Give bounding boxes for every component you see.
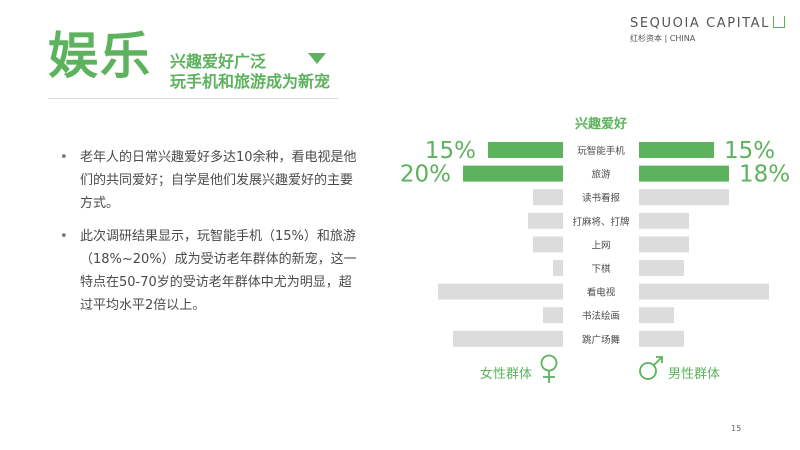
bar-male-4 xyxy=(639,236,689,253)
bar-male-6 xyxy=(639,283,769,300)
subtitle-line-1: 兴趣爱好广泛 xyxy=(170,52,267,71)
page-title: 娱乐 xyxy=(48,27,152,85)
bar-male-8 xyxy=(639,330,684,347)
category-label-8: 跳广场舞 xyxy=(582,334,621,346)
data-label-male-0: 15% xyxy=(724,138,775,164)
category-label-6: 看电视 xyxy=(587,287,616,299)
subtitle-line-2: 玩手机和旅游成为新宠 xyxy=(170,72,331,91)
bar-female-5 xyxy=(553,260,563,276)
page-subtitle: 兴趣爱好广泛 玩手机和旅游成为新宠 xyxy=(170,52,330,92)
bullet-item-1: 老年人的日常兴趣爱好多达10余种，看电视是他们的共同爱好；自学是他们发展兴趣爱好… xyxy=(60,146,360,215)
category-label-2: 读书看报 xyxy=(582,192,621,204)
brand-subtitle: 红杉资本 | CHINA xyxy=(630,34,696,43)
page-number: 15 xyxy=(731,424,742,433)
brand-logo: SEQUOIA CAPITAL 红杉资本 | CHINA xyxy=(630,16,786,44)
bar-female-7 xyxy=(543,307,563,324)
data-label-female-1: 20% xyxy=(400,162,451,188)
legend-female-label: 女性群体 xyxy=(480,366,532,382)
bullet-item-2: 此次调研结果显示，玩智能手机（15%）和旅游（18%~20%）成为受访老年群体的… xyxy=(60,225,360,317)
bar-female-3 xyxy=(528,212,563,229)
bar-male-2 xyxy=(639,189,729,206)
brand-name: SEQUOIA CAPITAL xyxy=(630,16,786,31)
bar-female-6 xyxy=(438,283,563,300)
bar-female-2 xyxy=(533,189,563,206)
title-divider xyxy=(48,98,338,99)
bar-male-3 xyxy=(639,212,689,229)
legend-male-label: 男性群体 xyxy=(668,367,720,382)
bar-male-7 xyxy=(639,307,674,324)
bullet-list: 老年人的日常兴趣爱好多达10余种，看电视是他们的共同爱好；自学是他们发展兴趣爱好… xyxy=(60,146,360,327)
bar-female-8 xyxy=(453,330,563,347)
bar-female-0 xyxy=(488,142,563,158)
data-label-female-0: 15% xyxy=(425,138,476,164)
category-label-7: 书法绘画 xyxy=(582,310,620,322)
category-label-1: 旅游 xyxy=(591,169,611,181)
bar-male-5 xyxy=(639,260,684,276)
data-label-male-1: 18% xyxy=(739,162,790,188)
bar-female-1 xyxy=(463,165,563,182)
bar-female-4 xyxy=(533,236,563,253)
brand-mark-icon xyxy=(773,16,786,28)
bar-male-0 xyxy=(639,142,714,158)
male-icon xyxy=(639,356,663,380)
category-label-3: 打麻将、打牌 xyxy=(572,216,630,228)
category-label-0: 玩智能手机 xyxy=(577,145,625,157)
category-label-4: 上网 xyxy=(591,240,610,251)
bar-male-1 xyxy=(639,165,729,182)
triangle-down-icon xyxy=(308,53,326,64)
category-label-5: 下棋 xyxy=(591,263,611,275)
female-icon xyxy=(540,354,558,383)
chart-title: 兴趣爱好 xyxy=(575,116,627,132)
